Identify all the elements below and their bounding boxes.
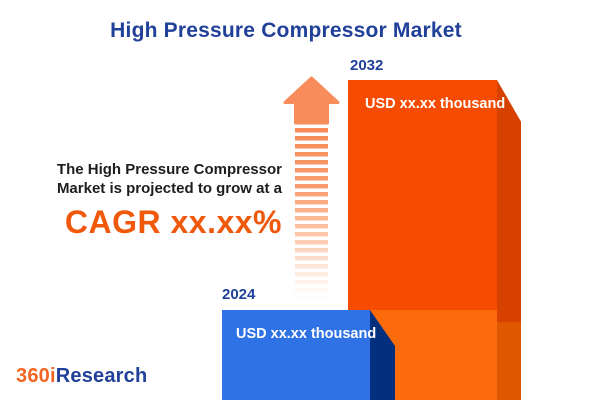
striped-arrow-up-icon [283, 76, 340, 130]
bar-2032-side-face [497, 80, 521, 400]
intro-line-1: The High Pressure Compressor [56, 161, 282, 178]
bar-2032-value: USD xx.xx thousand [365, 96, 506, 112]
intro-text-block: The High Pressure Compressor Market is p… [20, 160, 282, 241]
bar-2024 [222, 310, 370, 400]
arrow-stripes [295, 128, 328, 302]
cagr-value: CAGR xx.xx% [64, 204, 282, 240]
bar-2024-year-label: 2024 [222, 286, 256, 303]
intro-line-2: Market is projected to grow at a [56, 180, 282, 197]
bar-2032-year-label: 2032 [350, 57, 384, 74]
brand-logo: 360iResearch [16, 365, 147, 388]
bar-2024-value: USD xx.xx thousand [236, 326, 377, 342]
logo-part-360i: 360i [16, 365, 56, 387]
page-title: High Pressure Compressor Market [110, 19, 462, 42]
logo-part-research: Research [55, 365, 148, 387]
